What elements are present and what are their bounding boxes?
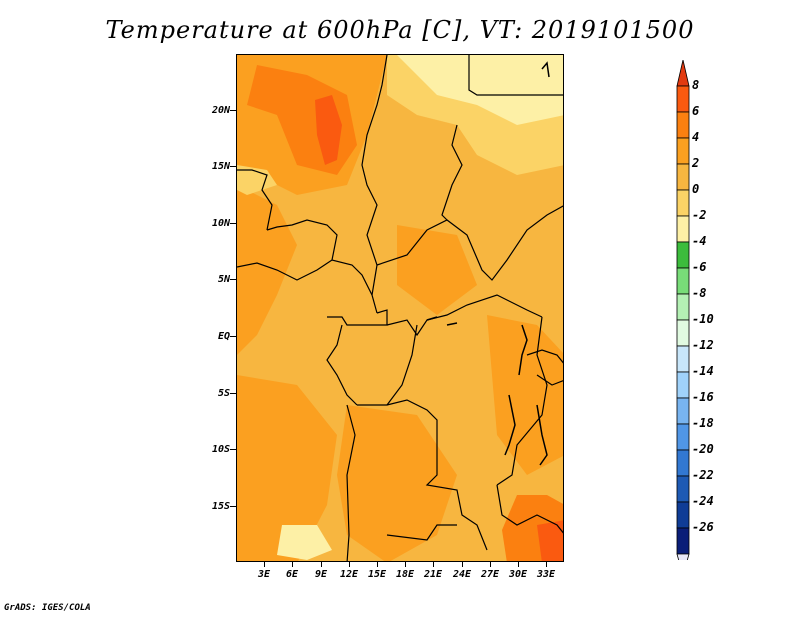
lat-label-15s: 15S (211, 501, 230, 512)
lon-tick (518, 562, 519, 567)
colorbar-segment (676, 527, 690, 555)
colorbar-label: 8 (692, 78, 700, 92)
colorbar-segment (676, 423, 690, 451)
lat-label-10n: 10N (211, 218, 230, 229)
lon-tick (490, 562, 491, 567)
lat-label-20n: 20N (211, 105, 230, 116)
cooler-region-northeast (397, 55, 563, 125)
map-plot-area (236, 54, 564, 562)
colorbar-label: -22 (692, 468, 714, 482)
lon-label-12e: 12E (339, 569, 359, 580)
colorbar-segment (676, 449, 690, 477)
colorbar-label: 0 (692, 182, 700, 196)
lon-tick (462, 562, 463, 567)
lon-tick (264, 562, 265, 567)
lon-tick (546, 562, 547, 567)
colorbar-label: -18 (692, 416, 714, 430)
colorbar (676, 60, 690, 560)
cool-region-west (237, 165, 277, 195)
colorbar-segment (676, 397, 690, 425)
lat-tick (230, 166, 236, 167)
lat-tick (230, 506, 236, 507)
lon-label-18e: 18E (395, 569, 415, 580)
lon-tick (321, 562, 322, 567)
lon-label-33e: 33E (536, 569, 556, 580)
lon-label-24e: 24E (452, 569, 472, 580)
colorbar-segment (676, 345, 690, 373)
lon-label-15e: 15E (367, 569, 387, 580)
colorbar-segment (676, 501, 690, 529)
lat-label-5n: 5N (217, 274, 230, 285)
lon-label-3e: 3E (257, 569, 271, 580)
colorbar-top-arrow (676, 60, 690, 87)
colorbar-segment (676, 85, 690, 113)
colorbar-segment (676, 267, 690, 295)
lat-label-15n: 15N (211, 161, 230, 172)
chart-title: Temperature at 600hPa [C], VT: 201910150… (105, 16, 695, 44)
colorbar-label: -20 (692, 442, 714, 456)
lat-tick (230, 223, 236, 224)
colorbar-label: 2 (692, 156, 700, 170)
colorbar-segment (676, 137, 690, 165)
lon-label-6e: 6E (285, 569, 299, 580)
colorbar-label: -2 (692, 208, 707, 222)
lon-tick (292, 562, 293, 567)
lat-label-5s: 5S (217, 388, 230, 399)
lon-label-21e: 21E (423, 569, 443, 580)
colorbar-label: -10 (692, 312, 714, 326)
warm-region-west (237, 185, 297, 355)
colorbar-label: -4 (692, 234, 707, 248)
lakes (426, 61, 550, 466)
colorbar-segment (676, 319, 690, 347)
colorbar-segment (676, 163, 690, 191)
colorbar-segment (676, 215, 690, 243)
lat-tick (230, 393, 236, 394)
colorbar-label: 6 (692, 104, 700, 118)
hotter-spot-north (315, 95, 342, 165)
lat-tick (230, 449, 236, 450)
warm-region-north-central (397, 225, 477, 315)
warm-region-east (487, 315, 563, 475)
colorbar-label: -16 (692, 390, 714, 404)
colorbar-segment (676, 371, 690, 399)
colorbar-label: 4 (692, 130, 700, 144)
warm-region-southwest (237, 375, 337, 561)
lat-label-10s: 10S (211, 444, 230, 455)
lat-tick (230, 279, 236, 280)
colorbar-label: -26 (692, 520, 714, 534)
colorbar-segment (676, 189, 690, 217)
colorbar-segment (676, 475, 690, 503)
lon-tick (349, 562, 350, 567)
country-borders (237, 55, 563, 561)
colorbar-label: -24 (692, 494, 714, 508)
lon-label-27e: 27E (480, 569, 500, 580)
colorbar-bottom-arrow (676, 553, 690, 560)
lat-label-eq: EQ (217, 331, 230, 342)
footer-credit: GrADS: IGES/COLA (4, 603, 91, 613)
lat-tick (230, 110, 236, 111)
temperature-map (237, 55, 563, 561)
lat-tick (230, 336, 236, 337)
colorbar-label: -8 (692, 286, 707, 300)
colorbar-label: -6 (692, 260, 707, 274)
lon-label-9e: 9E (314, 569, 328, 580)
lon-tick (433, 562, 434, 567)
colorbar-segment (676, 111, 690, 139)
colorbar-segment (676, 293, 690, 321)
colorbar-label: -14 (692, 364, 714, 378)
hotter-spot-southeast (537, 520, 563, 561)
lon-label-30e: 30E (508, 569, 528, 580)
lon-tick (405, 562, 406, 567)
warm-region-central-south (337, 405, 457, 561)
colorbar-segment (676, 241, 690, 269)
colorbar-label: -12 (692, 338, 714, 352)
lon-tick (377, 562, 378, 567)
cool-region-south (277, 525, 332, 560)
